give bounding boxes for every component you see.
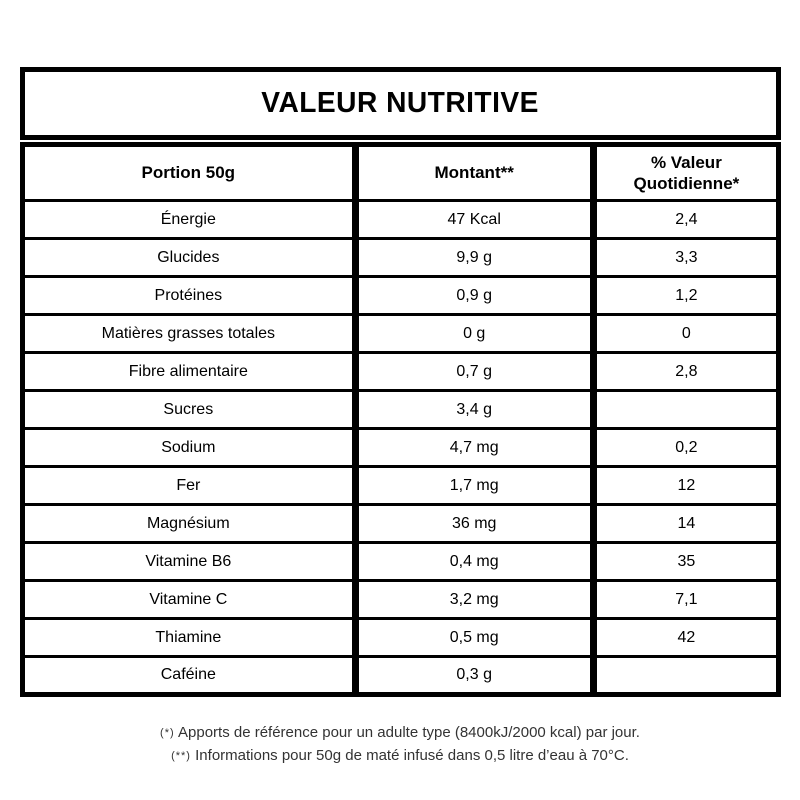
row-label-cell: Matières grasses totales [20, 313, 359, 354]
dv-cell: 2,4 [589, 199, 782, 240]
row-label-cell: Thiamine [20, 617, 359, 658]
table-row: Magnésium 36 mg 14 [20, 503, 782, 544]
table-row: Fibre alimentaire 0,7 g 2,8 [20, 351, 782, 392]
footnote-marker-1: (*) [160, 727, 175, 739]
nutrition-table-container: Portion 50g Montant** % Valeur Quotidien… [20, 142, 782, 697]
amount-cell: 36 mg [351, 503, 597, 544]
dv-cell: 0,2 [589, 427, 782, 468]
table-row: Protéines 0,9 g 1,2 [20, 275, 782, 316]
dv-cell: 35 [589, 541, 782, 582]
table-header: Portion 50g Montant** % Valeur Quotidien… [20, 142, 782, 202]
dv-cell: 7,1 [589, 579, 782, 620]
footnote-line-1: (*) Apports de référence pour un adulte … [0, 722, 800, 745]
row-label-cell: Glucides [20, 237, 359, 278]
table-row: Fer 1,7 mg 12 [20, 465, 782, 506]
amount-cell: 9,9 g [351, 237, 597, 278]
footnotes: (*) Apports de référence pour un adulte … [0, 722, 800, 768]
table-row: Sucres 3,4 g [20, 389, 782, 430]
table-row: Glucides 9,9 g 3,3 [20, 237, 782, 278]
dv-cell: 14 [589, 503, 782, 544]
row-label-cell: Fibre alimentaire [20, 351, 359, 392]
row-label-cell: Sodium [20, 427, 359, 468]
amount-cell: 47 Kcal [351, 199, 597, 240]
table-row: Thiamine 0,5 mg 42 [20, 617, 782, 658]
footnote-text-2: Informations pour 50g de maté infusé dan… [195, 747, 629, 764]
row-label-cell: Vitamine B6 [20, 541, 359, 582]
amount-cell: 0,4 mg [351, 541, 597, 582]
amount-cell: 0,5 mg [351, 617, 597, 658]
row-label-cell: Caféine [20, 655, 359, 697]
table-row: Caféine 0,3 g [20, 655, 782, 697]
row-label-cell: Fer [20, 465, 359, 506]
amount-cell: 0,9 g [351, 275, 597, 316]
table-row: Énergie 47 Kcal 2,4 [20, 199, 782, 240]
amount-cell: 0,7 g [351, 351, 597, 392]
header-amount: Montant** [351, 142, 597, 202]
footnote-line-2: (**) Informations pour 50g de maté infus… [0, 745, 800, 768]
table-row: Vitamine B6 0,4 mg 35 [20, 541, 782, 582]
amount-cell: 4,7 mg [351, 427, 597, 468]
dv-cell: 1,2 [589, 275, 782, 316]
row-label-cell: Vitamine C [20, 579, 359, 620]
dv-cell [589, 655, 782, 697]
table-row: Sodium 4,7 mg 0,2 [20, 427, 782, 468]
page-title: VALEUR NUTRITIVE [261, 87, 540, 119]
row-label-cell: Énergie [20, 199, 359, 240]
amount-cell: 3,4 g [351, 389, 597, 430]
row-label-cell: Magnésium [20, 503, 359, 544]
row-label-cell: Sucres [20, 389, 359, 430]
dv-cell: 0 [589, 313, 782, 354]
footnote-marker-2: (**) [171, 750, 191, 762]
amount-cell: 0,3 g [351, 655, 597, 697]
footnote-text-1: Apports de référence pour un adulte type… [178, 724, 640, 741]
amount-cell: 0 g [351, 313, 597, 354]
table-row: Vitamine C 3,2 mg 7,1 [20, 579, 782, 620]
dv-cell: 12 [589, 465, 782, 506]
table-body: Énergie 47 Kcal 2,4 Glucides 9,9 g 3,3 Protéin… [20, 199, 782, 697]
nutrition-table: Portion 50g Montant** % Valeur Quotidien… [20, 142, 782, 697]
dv-cell: 42 [589, 617, 782, 658]
header-portion: Portion 50g [20, 142, 359, 202]
header-row: Portion 50g Montant** % Valeur Quotidien… [20, 142, 782, 202]
dv-cell: 2,8 [589, 351, 782, 392]
dv-cell [589, 389, 782, 430]
amount-cell: 1,7 mg [351, 465, 597, 506]
header-daily-value: % Valeur Quotidienne* [589, 142, 782, 202]
amount-cell: 3,2 mg [351, 579, 597, 620]
row-label-cell: Protéines [20, 275, 359, 316]
dv-cell: 3,3 [589, 237, 782, 278]
nutrition-title-box: VALEUR NUTRITIVE [20, 67, 781, 140]
